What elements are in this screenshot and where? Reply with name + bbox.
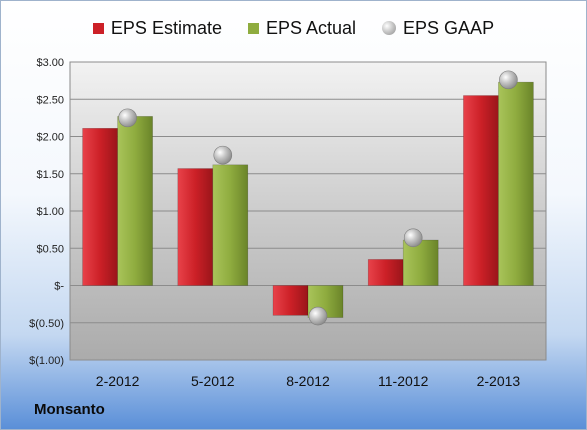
y-tick-label: $1.00 — [36, 206, 64, 218]
legend-label-actual: EPS Actual — [265, 17, 357, 38]
y-tick-label: $2.00 — [36, 132, 64, 144]
point-eps-gaap — [118, 108, 137, 128]
company-name: Monsanto — [34, 401, 105, 418]
bar-eps-actual — [498, 81, 534, 286]
bar-eps-actual — [117, 116, 153, 286]
y-tick-label: $0.50 — [36, 243, 64, 255]
legend-item-estimate: EPS Estimate — [92, 17, 222, 39]
bar-eps-actual — [402, 239, 439, 286]
y-tick-label: $(1.00) — [29, 355, 64, 367]
bar-eps-actual — [212, 164, 249, 286]
point-eps-gaap — [499, 70, 518, 90]
x-tick-label: 5-2012 — [191, 373, 235, 389]
legend-label-estimate: EPS Estimate — [110, 17, 222, 38]
bar-eps-estimate — [82, 128, 118, 286]
legend-swatch-estimate — [92, 22, 104, 34]
point-eps-gaap — [308, 306, 328, 326]
legend: EPS Estimate EPS Actual EPS GAAP — [0, 14, 587, 42]
y-tick-label: $(0.50) — [29, 318, 64, 330]
x-tick-label: 2-2013 — [477, 373, 521, 389]
bar-eps-estimate — [463, 95, 499, 286]
y-tick-label: $3.00 — [36, 57, 64, 69]
legend-label-gaap: EPS GAAP — [403, 17, 495, 38]
y-tick-label: $1.50 — [36, 169, 64, 181]
y-tick-label: $- — [54, 281, 64, 293]
legend-item-gaap: EPS GAAP — [382, 18, 494, 39]
legend-item-actual: EPS Actual — [247, 17, 357, 39]
point-eps-gaap — [403, 228, 423, 248]
bar-eps-estimate — [272, 285, 309, 316]
x-tick-label: 2-2012 — [96, 373, 140, 389]
legend-swatch-gaap — [382, 21, 397, 35]
x-tick-label: 11-2012 — [378, 373, 429, 389]
legend-swatch-actual — [247, 22, 259, 34]
point-eps-gaap — [213, 145, 233, 165]
bar-eps-estimate — [177, 168, 214, 286]
bar-eps-estimate — [367, 259, 404, 286]
x-tick-label: 8-2012 — [286, 373, 330, 389]
y-tick-label: $2.50 — [36, 94, 64, 106]
